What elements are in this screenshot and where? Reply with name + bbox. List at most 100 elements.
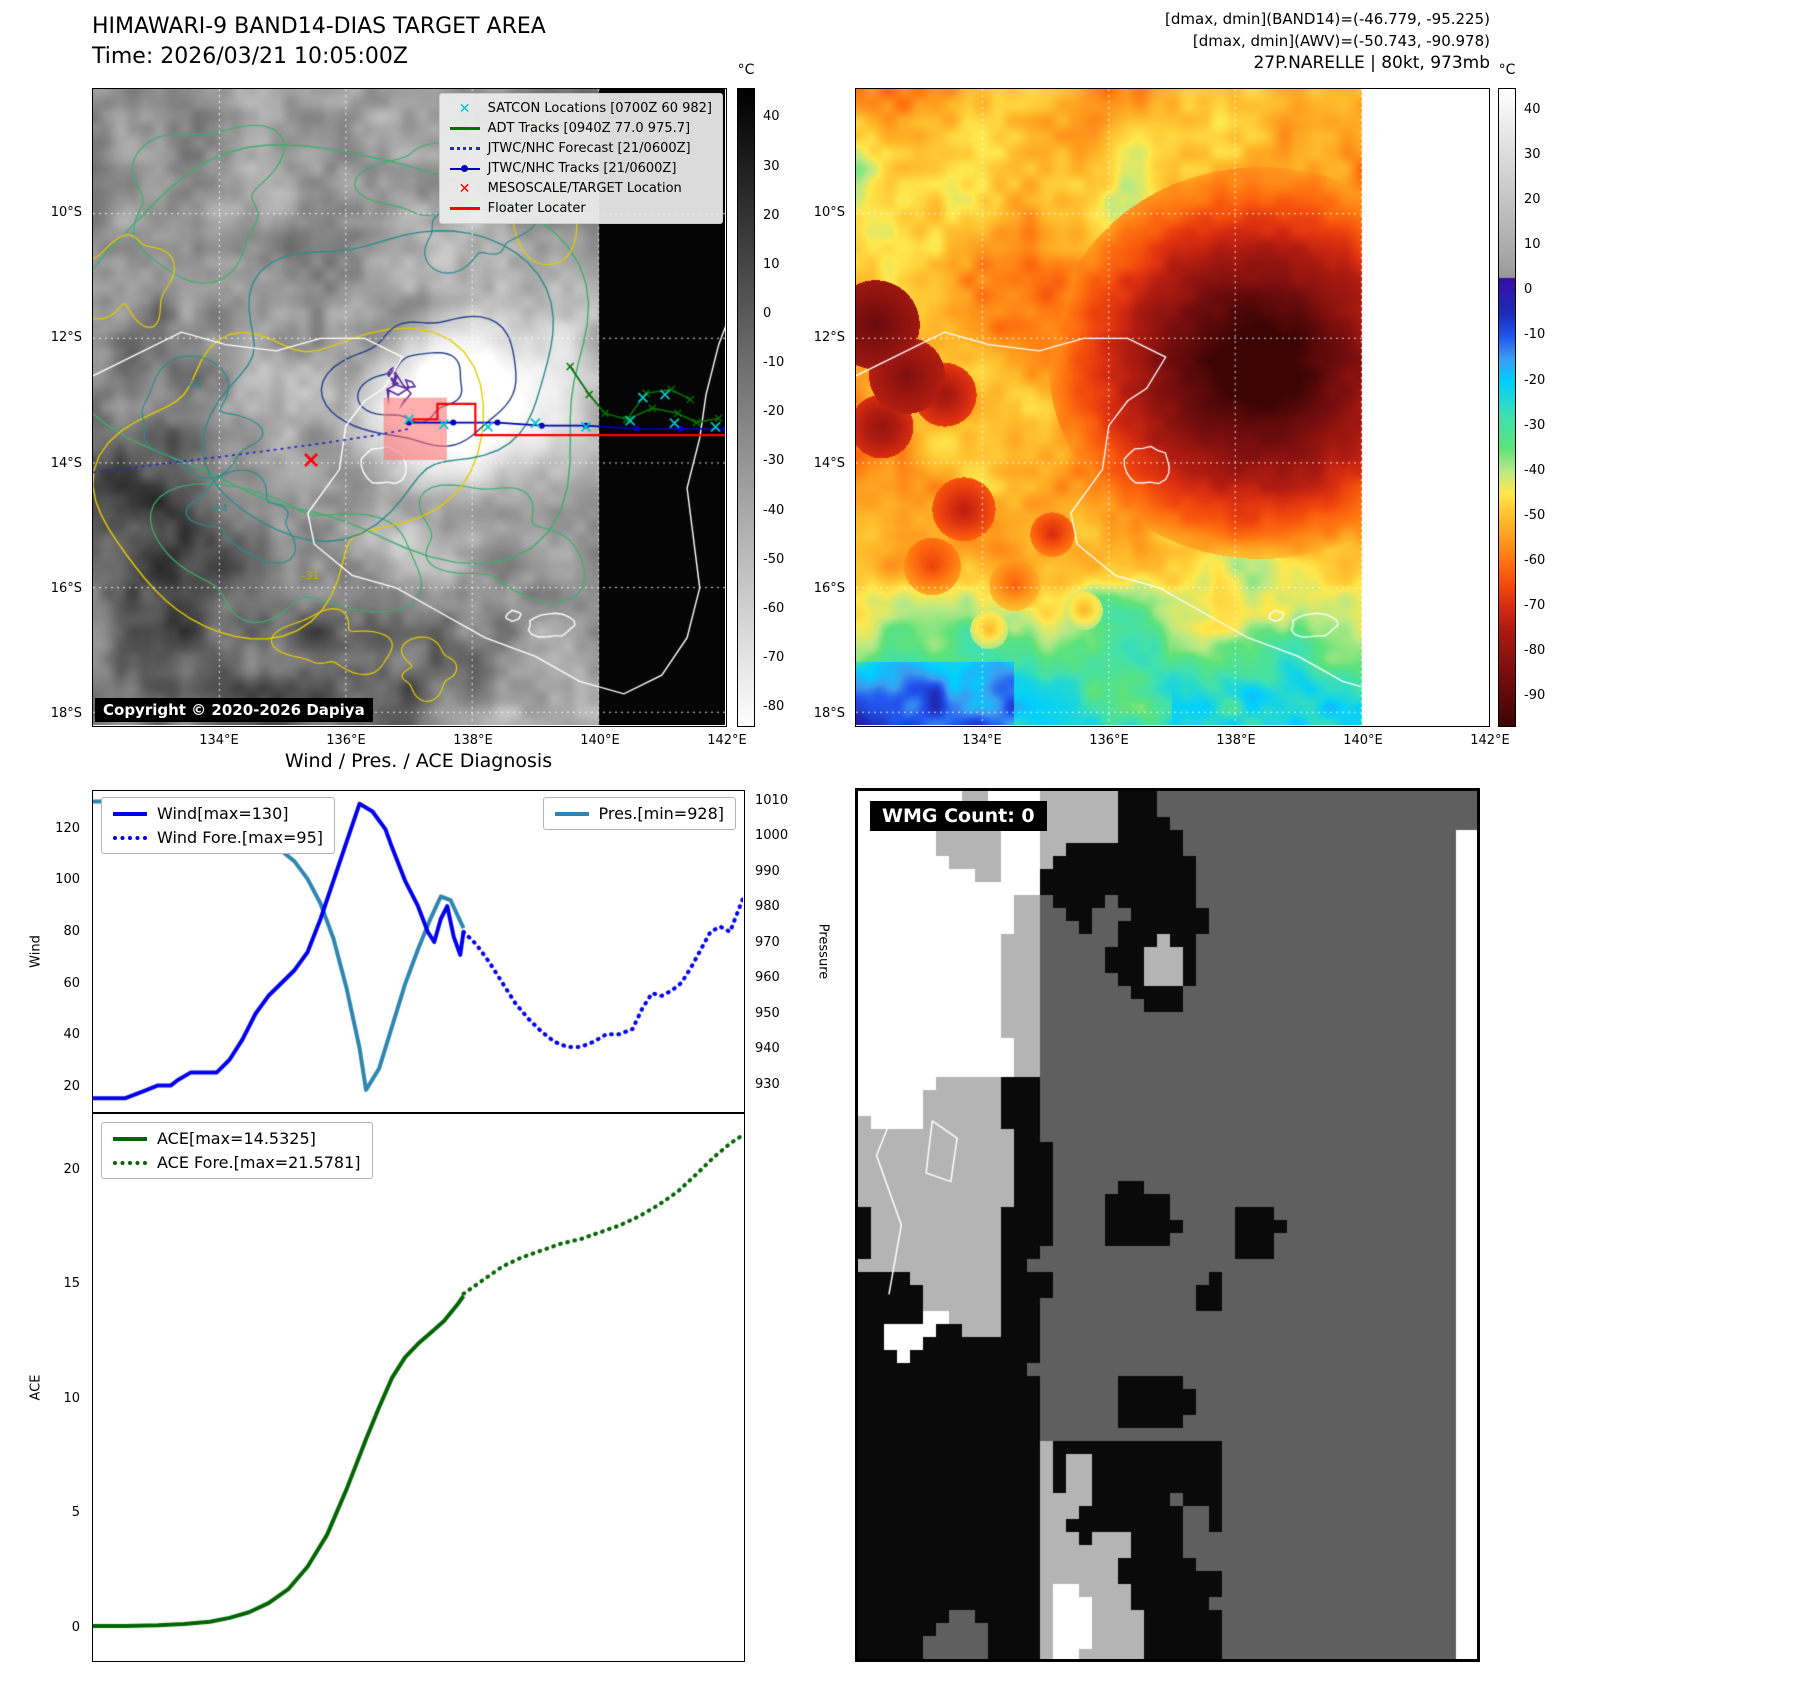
tick-label: 18°S: [813, 706, 845, 722]
legend-label-wind-fore: Wind Fore.[max=95]: [157, 828, 323, 847]
ace-chart: ACE[max=14.5325] ACE Fore.[max=21.5781]: [92, 1113, 745, 1662]
tick-label: -40: [1524, 462, 1546, 478]
legend-label-ace-fore: ACE Fore.[max=21.5781]: [157, 1153, 361, 1172]
tick-label: -10: [763, 355, 785, 371]
tick-label: 15: [63, 1276, 80, 1292]
satcon-x-icon: [450, 102, 480, 116]
tick-label: 20: [1524, 192, 1541, 208]
copyright-badge: Copyright © 2020-2026 Dapiya: [95, 698, 373, 722]
tick-label: -80: [1524, 642, 1546, 658]
adt-line-swatch: [449, 127, 480, 130]
band14-colorbar-unit: °C: [737, 62, 755, 78]
tick-label: -20: [763, 404, 785, 420]
legend-label-meso: MESOSCALE/TARGET Location: [487, 181, 682, 196]
tick-label: -30: [763, 453, 785, 469]
ace-line-swatch: [113, 1136, 147, 1141]
tick-label: 1000: [755, 828, 789, 844]
wind-axis-label: Wind: [28, 935, 44, 968]
page-title: HIMAWARI-9 BAND14-DIAS TARGET AREA: [92, 14, 546, 39]
wind-pressure-chart: Wind[max=130] Wind Fore.[max=95] Pres.[m…: [92, 790, 745, 1113]
legend-item-pres: Pres.[min=928]: [554, 804, 724, 823]
tick-label: 990: [755, 863, 780, 879]
forecast-dotted-swatch: [449, 147, 480, 150]
tick-label: 0: [71, 1619, 80, 1635]
tick-label: 10: [63, 1390, 80, 1406]
tick-label: 140°E: [1343, 733, 1383, 748]
tick-label: 5: [71, 1505, 80, 1521]
band14-legend: SATCON Locations [0700Z 60 982] ADT Trac…: [438, 93, 723, 224]
wind-line-swatch: [113, 811, 147, 816]
pressure-legend: Pres.[min=928]: [542, 797, 736, 830]
tick-label: 1010: [755, 792, 789, 808]
tick-label: -50: [1524, 507, 1546, 523]
tick-label: 16°S: [813, 580, 845, 596]
stats-band14: [dmax, dmin](BAND14)=(-46.779, -95.225): [1165, 10, 1490, 28]
pressure-axis-label: Pressure: [815, 923, 831, 980]
storm-info: 27P.NARELLE | 80kt, 973mb: [1253, 53, 1490, 73]
wmg-panel: WMG Count: 0: [855, 788, 1480, 1662]
tick-label: 142°E: [1470, 733, 1510, 748]
legend-label-floater: Floater Locater: [487, 201, 586, 216]
ace-forecast-dotted-swatch: [113, 1160, 147, 1165]
legend-label-adt: ADT Tracks [0940Z 77.0 975.7]: [487, 121, 691, 136]
tick-label: 940: [755, 1041, 780, 1057]
ace-legend: ACE[max=14.5325] ACE Fore.[max=21.5781]: [101, 1122, 373, 1179]
tick-label: -30: [1524, 417, 1546, 433]
tick-label: 60: [63, 975, 80, 991]
band14-colorbar-gradient: [738, 89, 754, 726]
legend-item-floater: Floater Locater: [449, 200, 712, 217]
legend-label-forecast: JTWC/NHC Forecast [21/0600Z]: [487, 141, 691, 156]
tick-label: 950: [755, 1005, 780, 1021]
tick-label: -90: [1524, 687, 1546, 703]
awv-lat-ticks: 10°S 12°S 14°S 16°S 18°S: [799, 88, 849, 727]
tick-label: -10: [1524, 327, 1546, 343]
tick-label: 10: [1524, 237, 1541, 253]
tick-label: 40: [763, 109, 780, 125]
tick-label: 120: [55, 820, 80, 836]
tick-label: 138°E: [1216, 733, 1256, 748]
wind-legend: Wind[max=130] Wind Fore.[max=95]: [101, 797, 335, 854]
tick-label: -20: [1524, 372, 1546, 388]
awv-map: [855, 88, 1490, 727]
tick-label: 16°S: [50, 580, 82, 596]
awv-colorbar: [1498, 88, 1516, 727]
tick-label: 136°E: [326, 733, 366, 748]
tick-label: 100: [55, 872, 80, 888]
tick-label: 30: [1524, 147, 1541, 163]
ace-plot: [93, 1114, 743, 1660]
awv-satellite-image: [856, 89, 1488, 725]
band14-colorbar-ticks: 40 30 20 10 0 -10 -20 -30 -40 -50 -60 -70 -80: [759, 88, 799, 727]
tick-label: 12°S: [813, 330, 845, 346]
legend-label-wind: Wind[max=130]: [157, 804, 289, 823]
ace-axis-label: ACE: [28, 1374, 44, 1401]
legend-label-tracks: JTWC/NHC Tracks [21/0600Z]: [487, 161, 677, 176]
legend-item-tracks: JTWC/NHC Tracks [21/0600Z]: [449, 160, 712, 177]
tick-label: 10°S: [813, 205, 845, 221]
mesoscale-x-icon: [450, 182, 480, 196]
pressure-yaxis-ticks: 930 940 950 960 970 980 990 1000 1010: [751, 790, 797, 1113]
wind-yaxis-ticks: 20 40 60 80 100 120: [44, 790, 84, 1113]
awv-colorbar-ticks: 40 30 20 10 0 -10 -20 -30 -40 -50 -60 -70 -80 -90: [1520, 88, 1560, 727]
legend-item-wind: Wind[max=130]: [113, 805, 323, 822]
legend-label-pres: Pres.[min=928]: [598, 804, 724, 823]
legend-item-meso: MESOSCALE/TARGET Location: [450, 180, 712, 197]
tick-label: 136°E: [1089, 733, 1129, 748]
awv-lon-ticks: 134°E 136°E 138°E 140°E 142°E: [855, 733, 1510, 751]
tick-label: -80: [763, 699, 785, 715]
tick-label: 20: [63, 1162, 80, 1178]
tick-label: 10: [763, 256, 780, 272]
tick-label: 40: [63, 1027, 80, 1043]
awv-colorbar-gradient: [1499, 89, 1515, 726]
wmg-classification-image: [858, 791, 1477, 1659]
tick-label: 0: [1524, 282, 1533, 298]
legend-label-ace: ACE[max=14.5325]: [157, 1129, 316, 1148]
tick-label: 30: [763, 158, 780, 174]
pressure-line-swatch: [554, 811, 589, 816]
tick-label: 18°S: [50, 706, 82, 722]
tick-label: 960: [755, 970, 780, 986]
tick-label: -70: [1524, 597, 1546, 613]
legend-item-satcon: SATCON Locations [0700Z 60 982]: [450, 100, 712, 117]
tick-label: 930: [755, 1076, 780, 1092]
tick-label: 0: [763, 305, 772, 321]
